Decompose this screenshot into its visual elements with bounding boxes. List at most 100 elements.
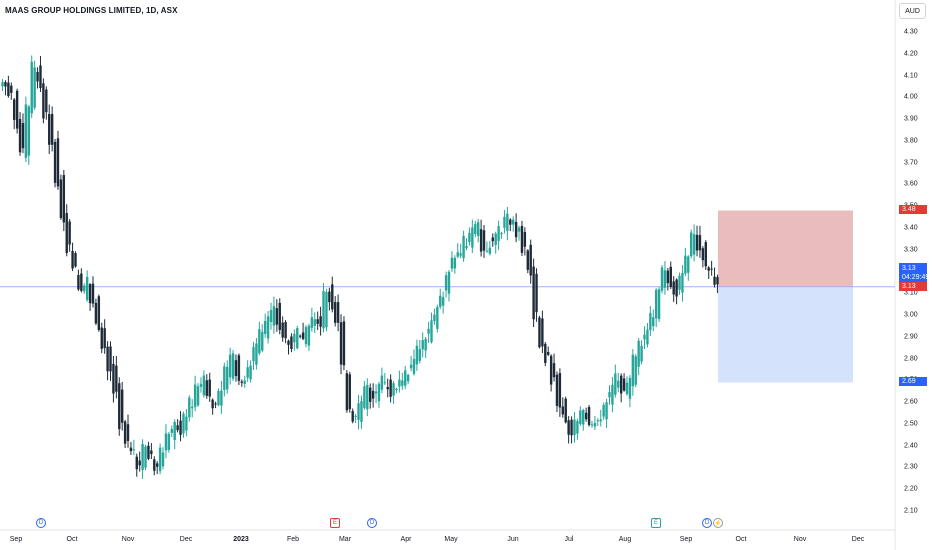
- y-tick-label: 3.80: [904, 137, 918, 145]
- x-tick-label: Jun: [507, 536, 519, 543]
- candle-body: [611, 384, 614, 405]
- y-tick-label: 4.00: [904, 93, 918, 101]
- candle-body: [564, 398, 567, 423]
- candle-body: [427, 328, 430, 334]
- candle-body: [293, 333, 296, 343]
- candle-body: [228, 354, 232, 378]
- y-tick-label: 2.10: [904, 507, 918, 515]
- x-tick-label: Aug: [618, 536, 632, 543]
- candle-body: [258, 329, 261, 354]
- candle-body: [602, 404, 605, 417]
- candle-body: [214, 403, 217, 405]
- candle-body: [255, 343, 258, 365]
- candle-body: [453, 257, 457, 269]
- candle-body: [62, 175, 66, 223]
- last-price-value: 3.13: [902, 265, 916, 272]
- candle-body: [409, 364, 413, 369]
- candle-body: [7, 82, 10, 97]
- candle-body: [666, 270, 670, 284]
- candle-body: [304, 327, 308, 345]
- candle-body: [123, 421, 127, 444]
- candle-body: [441, 297, 445, 306]
- candle-body: [246, 367, 249, 378]
- flash-icon[interactable]: ⚡: [713, 518, 723, 528]
- take-profit-zone[interactable]: [718, 286, 853, 383]
- y-tick-label: 3.10: [904, 289, 918, 297]
- candle-body: [605, 402, 608, 420]
- candle-body: [509, 219, 512, 225]
- candle-body: [144, 446, 147, 468]
- candle-body: [439, 295, 442, 307]
- candle-body: [619, 375, 623, 394]
- candle-body: [13, 99, 16, 120]
- x-tick-label: Sep: [679, 536, 693, 543]
- candle-body: [118, 383, 121, 430]
- candle-body: [33, 67, 36, 108]
- y-tick-label: 2.20: [904, 485, 918, 493]
- candle-body: [657, 289, 661, 319]
- candle-body: [126, 424, 130, 441]
- candle-body: [138, 460, 141, 466]
- candle-body: [147, 445, 150, 459]
- candle-body: [161, 452, 165, 467]
- candle-body: [325, 292, 328, 328]
- candle-body: [622, 378, 626, 391]
- candle-body: [675, 279, 678, 297]
- earnings-marker[interactable]: E: [330, 518, 340, 528]
- candle-body: [188, 397, 191, 418]
- candle-body: [263, 321, 267, 334]
- candle-body: [617, 380, 620, 388]
- target-price-label: 2.69: [899, 377, 927, 386]
- candle-body: [608, 392, 611, 398]
- y-tick-label: 2.40: [904, 442, 918, 450]
- candle-body: [649, 313, 652, 331]
- candle-body: [430, 320, 433, 343]
- candle-body: [695, 234, 699, 251]
- candle-body: [252, 346, 255, 362]
- y-tick-label: 2.80: [904, 355, 918, 363]
- candle-body: [576, 420, 579, 434]
- stop-loss-zone[interactable]: [718, 210, 853, 287]
- candle-body: [83, 285, 86, 292]
- candle-body: [436, 306, 439, 329]
- x-tick-label: Sep: [9, 536, 23, 543]
- candle-body: [333, 302, 337, 323]
- candle-body: [301, 332, 305, 339]
- candle-body: [704, 242, 707, 267]
- candle-body: [132, 449, 136, 451]
- earnings-marker[interactable]: E: [651, 518, 661, 528]
- candle-body: [421, 340, 424, 350]
- candle-body: [24, 104, 28, 158]
- candle-body: [331, 284, 334, 310]
- candle-body: [552, 363, 556, 378]
- candle-body: [625, 382, 629, 395]
- candle-body: [185, 416, 188, 431]
- candle-body: [202, 375, 206, 396]
- candle-body: [173, 421, 176, 440]
- dividend-marker[interactable]: D: [36, 518, 46, 528]
- candle-body: [377, 383, 381, 402]
- candle-body: [678, 275, 681, 290]
- candle-body: [94, 302, 98, 324]
- x-tick-label: Dec: [851, 536, 865, 543]
- candle-body: [497, 226, 500, 241]
- candle-body: [561, 406, 565, 415]
- currency-button[interactable]: AUD: [899, 3, 926, 19]
- dividend-marker[interactable]: D: [367, 518, 377, 528]
- candle-body: [71, 250, 74, 269]
- candle-body: [412, 359, 416, 374]
- candle-body: [36, 71, 39, 82]
- candle-body: [506, 213, 509, 231]
- candle-body: [88, 284, 92, 304]
- candle-body: [555, 374, 559, 406]
- candle-body: [646, 329, 649, 345]
- candle-body: [570, 419, 573, 436]
- candle-body: [120, 389, 124, 423]
- dividend-marker[interactable]: D: [702, 518, 712, 528]
- candle-body: [269, 309, 273, 322]
- candle-body: [599, 419, 602, 422]
- candle-body: [53, 141, 57, 183]
- candle-body: [474, 224, 477, 235]
- candle-body: [514, 221, 518, 238]
